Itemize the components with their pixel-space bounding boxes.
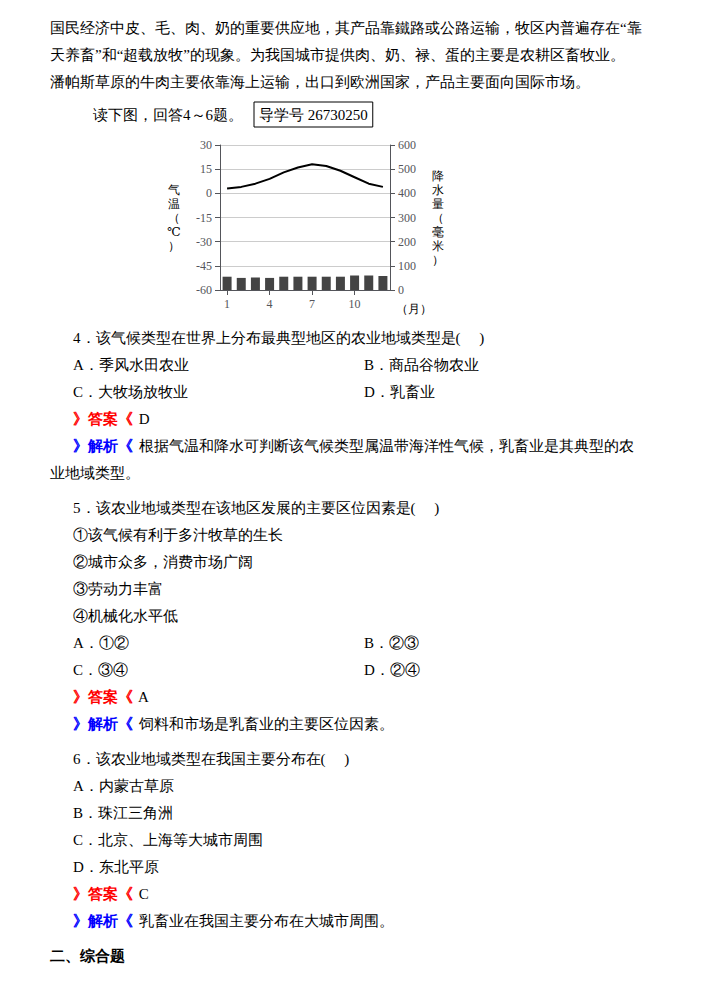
svg-text:7: 7: [309, 297, 315, 311]
svg-text:100: 100: [398, 259, 416, 273]
svg-text:4．该气候类型在世界上分布最典型地区的农业地域类型是(: 4．该气候类型在世界上分布最典型地区的农业地域类型是( ): [73, 330, 484, 347]
svg-text:（: （: [432, 211, 444, 225]
svg-text:毫: 毫: [432, 225, 444, 239]
svg-text:④机械化水平低: ④机械化水平低: [73, 608, 178, 624]
svg-text:》解析《: 》解析《: [73, 913, 133, 929]
svg-text:天养畜”和“超载放牧”的现象。为我国城市提供肉、奶、禄、蛋的: 天养畜”和“超载放牧”的现象。为我国城市提供肉、奶、禄、蛋的主要是农耕区畜牧业。: [50, 47, 625, 63]
svg-text:C: C: [135, 886, 149, 902]
svg-text:潘帕斯草原的牛肉主要依靠海上运输，出口到欧洲国家，产品主要面: 潘帕斯草原的牛肉主要依靠海上运输，出口到欧洲国家，产品主要面向国际市场。: [50, 74, 590, 90]
svg-text:15: 15: [200, 162, 212, 176]
svg-text:①该气候有利于多汁牧草的生长: ①该气候有利于多汁牧草的生长: [73, 527, 283, 543]
svg-text:》解析《: 》解析《: [73, 438, 133, 454]
svg-text:A．季风水田农业: A．季风水田农业: [73, 357, 189, 373]
svg-text:A: A: [135, 689, 149, 705]
svg-text:米: 米: [432, 239, 444, 253]
svg-text:③劳动力丰富: ③劳动力丰富: [73, 581, 163, 597]
svg-text:-60: -60: [196, 283, 212, 297]
svg-text:业地域类型。: 业地域类型。: [50, 465, 140, 481]
svg-text:C．北京、上海等大城市周围: C．北京、上海等大城市周围: [73, 832, 263, 848]
svg-text:（月）: （月）: [396, 302, 432, 316]
svg-text:温: 温: [168, 197, 180, 211]
svg-text:-15: -15: [196, 211, 212, 225]
svg-text:6．该农业地域类型在我国主要分布在( ): 6．该农业地域类型在我国主要分布在( ): [73, 751, 349, 768]
svg-text:D．②④: D．②④: [364, 662, 420, 678]
svg-text:600: 600: [398, 138, 416, 152]
svg-text:D．东北平原: D．东北平原: [73, 859, 159, 875]
svg-text:-30: -30: [196, 235, 212, 249]
svg-text:D．乳畜业: D．乳畜业: [364, 384, 435, 400]
svg-text:B．珠江三角洲: B．珠江三角洲: [73, 805, 173, 821]
svg-text:5．该农业地域类型在该地区发展的主要区位因素是( ): 5．该农业地域类型在该地区发展的主要区位因素是( ): [73, 500, 439, 517]
svg-text:1: 1: [224, 297, 230, 311]
svg-text:乳畜业在我国主要分布在大城市周围。: 乳畜业在我国主要分布在大城市周围。: [135, 913, 394, 929]
svg-text:②城市众多，消费市场广阔: ②城市众多，消费市场广阔: [73, 554, 253, 570]
svg-text:C．③④: C．③④: [73, 662, 128, 678]
svg-text:（: （: [168, 211, 180, 225]
svg-text:读下图，回答4～6题。: 读下图，回答4～6题。: [93, 107, 243, 123]
svg-text:200: 200: [398, 235, 416, 249]
svg-text:气: 气: [168, 183, 180, 197]
svg-text:A．①②: A．①②: [73, 635, 129, 651]
svg-text:根据气温和降水可判断该气候类型属温带海洋性气候，乳畜业是其典: 根据气温和降水可判断该气候类型属温带海洋性气候，乳畜业是其典型的农: [135, 438, 634, 454]
svg-text:水: 水: [432, 183, 444, 197]
svg-text:500: 500: [398, 162, 416, 176]
svg-text:400: 400: [398, 186, 416, 200]
svg-text:-45: -45: [196, 259, 212, 273]
svg-text:℃: ℃: [167, 225, 180, 239]
svg-text:降: 降: [432, 169, 444, 183]
svg-text:0: 0: [206, 186, 212, 200]
svg-text:导学号 26730250: 导学号 26730250: [259, 107, 368, 123]
svg-text:10: 10: [349, 297, 361, 311]
svg-text:C．大牧场放牧业: C．大牧场放牧业: [73, 384, 188, 400]
svg-text:4: 4: [267, 297, 273, 311]
svg-text:0: 0: [398, 283, 404, 297]
svg-text:》答案《: 》答案《: [73, 688, 133, 705]
svg-text:饲料和市场是乳畜业的主要区位因素。: 饲料和市场是乳畜业的主要区位因素。: [135, 716, 394, 732]
svg-text:300: 300: [398, 211, 416, 225]
svg-text:量: 量: [432, 197, 444, 211]
svg-text:D: D: [135, 411, 150, 427]
svg-text:A．内蒙古草原: A．内蒙古草原: [73, 778, 174, 794]
svg-text:》解析《: 》解析《: [73, 716, 133, 732]
svg-text:B．商品谷物农业: B．商品谷物农业: [364, 357, 479, 373]
svg-text:B．②③: B．②③: [364, 635, 419, 651]
svg-text:》答案《: 》答案《: [73, 885, 133, 902]
svg-text:》答案《: 》答案《: [73, 410, 133, 427]
svg-text:国民经济中皮、毛、肉、奶的重要供应地，其产品靠鐵路或公路运输: 国民经济中皮、毛、肉、奶的重要供应地，其产品靠鐵路或公路运输，牧区内普遍存在“靠: [50, 20, 642, 36]
svg-text:）: ）: [432, 253, 444, 267]
svg-text:二、综合题: 二、综合题: [50, 948, 125, 964]
svg-text:30: 30: [200, 138, 212, 152]
svg-text:）: ）: [168, 239, 180, 253]
